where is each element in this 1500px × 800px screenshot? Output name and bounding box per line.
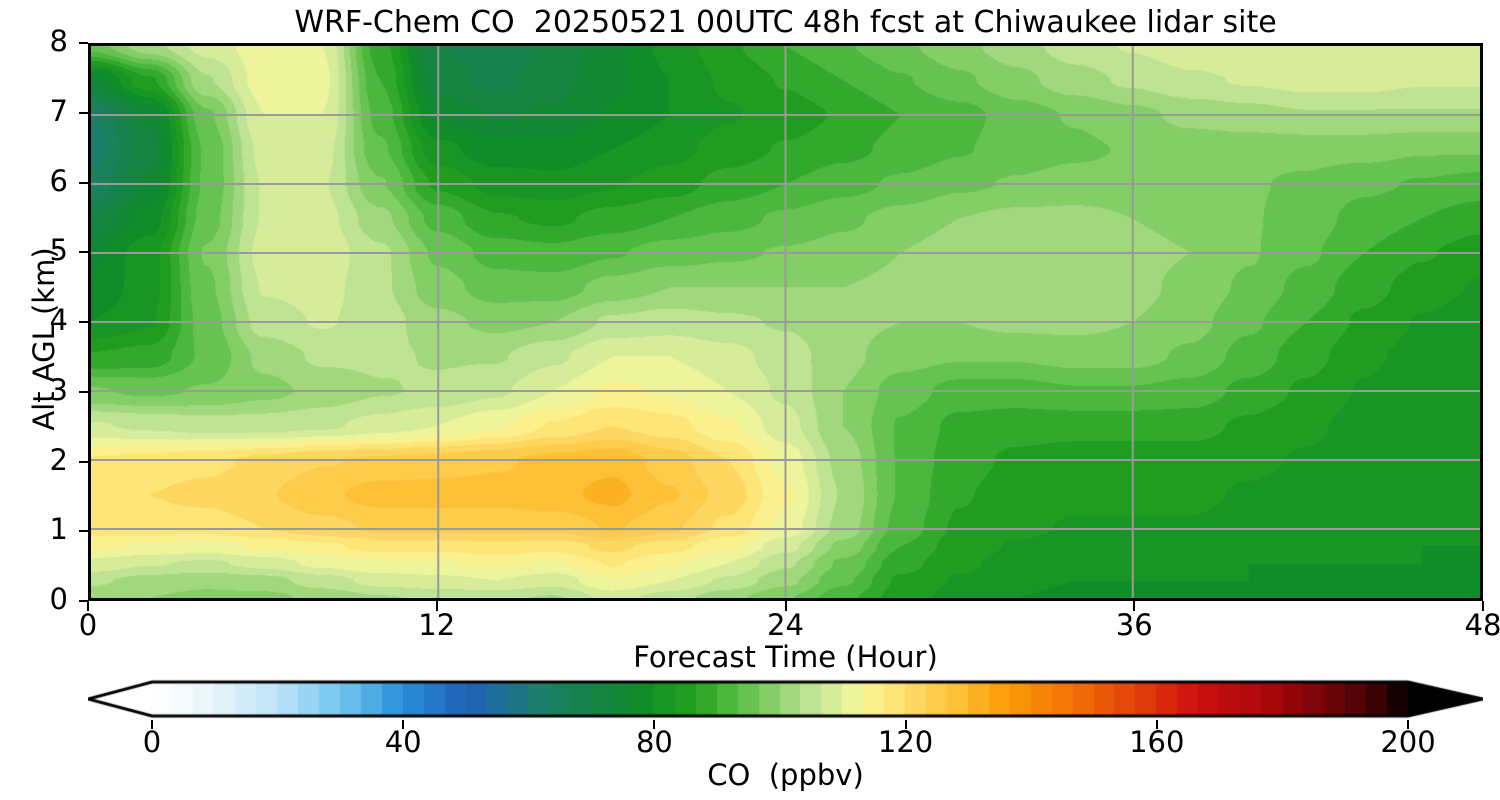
colorbar-tick-label: 160: [1129, 725, 1185, 759]
y-tick-label: 6: [49, 163, 68, 198]
x-tick-mark: [1133, 601, 1136, 611]
y-tick-mark: [79, 42, 88, 44]
colorbar-tick-label: 80: [635, 725, 673, 759]
colorbar-tick-label: 0: [142, 725, 162, 759]
x-tick-label: 48: [1464, 608, 1500, 642]
colorbar-gradient: [88, 678, 1483, 720]
colorbar-tick-mark: [151, 720, 153, 729]
y-tick-label: 3: [49, 372, 68, 407]
y-tick-label: 5: [49, 233, 68, 268]
colorbar-tick-mark: [402, 720, 405, 729]
y-tick-mark: [79, 251, 88, 254]
x-tick-mark: [1482, 601, 1484, 611]
colorbar-tick-mark: [904, 720, 907, 729]
y-tick-mark: [79, 600, 88, 602]
y-tick-mark: [79, 321, 88, 323]
y-tick-label: 4: [49, 303, 68, 337]
co-contour-field: [91, 46, 1480, 598]
x-tick-label: 12: [418, 608, 456, 642]
y-tick-mark: [79, 460, 88, 463]
x-tick-mark: [87, 601, 89, 611]
y-tick-label: 0: [49, 582, 68, 616]
y-tick-label: 2: [49, 442, 68, 477]
y-tick-mark: [79, 390, 88, 393]
contour-plot-axes: [88, 43, 1483, 601]
x-tick-mark: [435, 601, 438, 611]
x-tick-label: 36: [1115, 608, 1153, 642]
colorbar-tick-label: 200: [1380, 725, 1436, 759]
x-tick-mark: [784, 601, 787, 611]
colorbar-tick-mark: [653, 720, 656, 729]
x-axis-label: Forecast Time (Hour): [633, 640, 938, 674]
y-tick-mark: [79, 530, 88, 533]
colorbar-tick-label: 120: [877, 725, 934, 759]
y-tick-label: 7: [49, 93, 68, 128]
y-axis-label: Alt AGL (km): [27, 247, 61, 431]
colorbar-tick-mark: [1407, 720, 1409, 729]
y-tick-label: 1: [49, 512, 68, 547]
colorbar: [88, 678, 1483, 720]
y-tick-mark: [79, 181, 88, 184]
x-tick-label: 0: [78, 608, 98, 642]
page-title: WRF-Chem CO 20250521 00UTC 48h fcst at C…: [294, 5, 1277, 40]
y-tick-mark: [79, 111, 88, 114]
colorbar-tick-label: 40: [384, 725, 422, 759]
y-tick-label: 8: [49, 24, 68, 58]
colorbar-tick-mark: [1155, 720, 1158, 729]
x-tick-label: 24: [767, 608, 804, 642]
colorbar-label: CO (ppbv): [707, 758, 864, 792]
